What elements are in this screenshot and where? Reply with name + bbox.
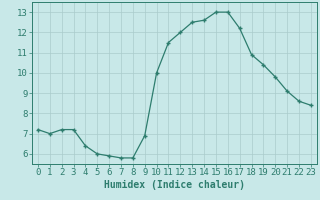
- X-axis label: Humidex (Indice chaleur): Humidex (Indice chaleur): [104, 180, 245, 190]
